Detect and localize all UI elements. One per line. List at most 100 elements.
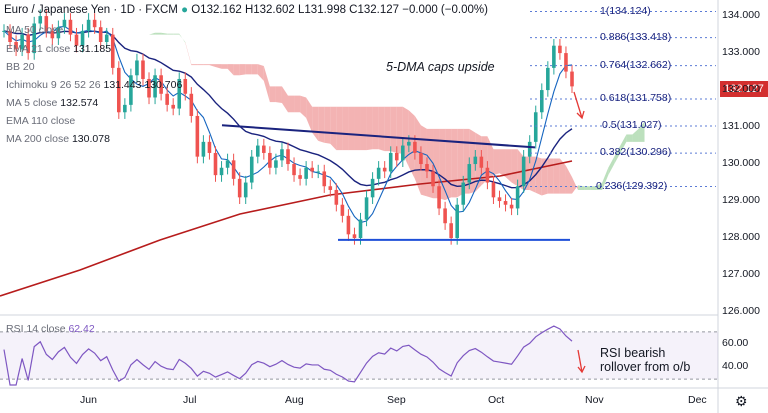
- fib-level-label: 0.5(131.027): [602, 119, 662, 132]
- ichimoku-cloud-segment: [275, 86, 282, 104]
- time-tick-label: Oct: [488, 394, 505, 406]
- candle-body: [50, 30, 55, 39]
- rsi-down-arrow-head-icon: [577, 365, 586, 374]
- fib-level-label: 1(134.124): [600, 4, 651, 17]
- candle-body: [497, 197, 502, 202]
- candle-body: [153, 75, 157, 98]
- overlay-bb[interactable]: BB 20: [6, 61, 35, 73]
- candle-body: [38, 16, 43, 24]
- ichimoku-cloud-segment: [475, 132, 482, 192]
- overlay-ma5[interactable]: MA 5 close 132.574: [6, 97, 99, 109]
- candle-body: [110, 34, 115, 68]
- ichimoku-cloud-segment: [149, 32, 156, 35]
- candle-body: [14, 41, 18, 50]
- candle-body: [268, 152, 272, 168]
- candle-body: [533, 112, 538, 142]
- candle-body: [413, 141, 417, 153]
- ichimoku-cloud-segment: [493, 149, 500, 176]
- candle-body: [382, 167, 387, 172]
- overlay-ema21[interactable]: EMA 21 close 131.185: [6, 43, 112, 55]
- candle-body: [92, 19, 97, 28]
- overlay-ma200[interactable]: MA 200 close 130.078: [6, 133, 110, 145]
- candle-body: [358, 219, 363, 239]
- ichimoku-cloud-segment: [263, 66, 270, 103]
- ichimoku-cloud-segment: [511, 149, 518, 187]
- candle-body: [515, 186, 520, 209]
- rsi-down-arrow-icon: [577, 349, 583, 373]
- ichimoku-cloud-segment: [390, 106, 397, 153]
- candle-body: [213, 152, 218, 176]
- ichimoku-cloud-segment: [155, 32, 162, 35]
- ichimoku-cloud-segment: [191, 64, 198, 66]
- rsi-line: [3, 325, 573, 386]
- fib-level-label: 0.236(129.392): [596, 179, 668, 192]
- candle-body: [443, 208, 447, 224]
- price-tick-label: 129.000: [722, 194, 760, 207]
- ichimoku-cloud-segment: [366, 106, 373, 151]
- annotation-rsi: RSI bearish rollover from o/b: [600, 346, 691, 374]
- candle-body: [129, 75, 133, 105]
- overlay-ema110[interactable]: EMA 110 close: [6, 115, 76, 127]
- down-arrow-head-icon: [576, 110, 585, 120]
- candle-body: [388, 152, 393, 172]
- candle-body: [147, 78, 151, 98]
- candle-body: [419, 152, 423, 165]
- ichimoku-cloud-segment: [372, 106, 379, 150]
- fib-level-label: 0.764(132.662): [600, 58, 672, 71]
- candle-body: [104, 34, 109, 42]
- candle-body: [123, 104, 127, 113]
- candle-body: [56, 27, 61, 39]
- candle-body: [98, 27, 103, 42]
- ichimoku-cloud-segment: [632, 128, 639, 142]
- ichimoku-cloud-segment: [638, 121, 645, 142]
- ichimoku-cloud-segment: [294, 95, 301, 113]
- ichimoku-cloud-segment: [565, 165, 572, 194]
- candle-body: [491, 182, 496, 198]
- candle-body: [195, 115, 200, 157]
- candle-body: [473, 156, 478, 165]
- candle-body: [401, 145, 405, 161]
- rsi-tick-label: 60.00: [722, 336, 749, 349]
- market-status-icon: ●: [181, 4, 192, 16]
- time-tick-label: Sep: [387, 394, 406, 406]
- candle-body: [407, 141, 411, 146]
- candle-body: [44, 16, 49, 31]
- candle-body: [437, 186, 441, 209]
- overlay-ma50[interactable]: MA 50 close: [6, 24, 64, 36]
- ichimoku-cloud-segment: [535, 156, 542, 196]
- fib-level-label: 0.382(130.296): [600, 146, 672, 159]
- ichimoku-cloud-segment: [221, 64, 228, 69]
- overlay-ichimoku[interactable]: Ichimoku 9 26 52 26 131.443 130.706: [6, 79, 183, 91]
- gear-icon[interactable]: ⚙: [735, 393, 748, 409]
- time-tick-label: Jun: [80, 394, 97, 406]
- ichimoku-cloud-segment: [602, 167, 609, 190]
- fib-level-label: 0.618(131.758): [600, 92, 672, 105]
- ichimoku-cloud-segment: [360, 106, 367, 151]
- ichimoku-cloud-segment: [203, 64, 210, 66]
- ichimoku-cloud-segment: [559, 158, 566, 194]
- candle-body: [431, 171, 435, 187]
- candle-body: [558, 45, 562, 54]
- candle-body: [141, 60, 145, 79]
- ichimoku-cloud-segment: [378, 106, 385, 152]
- ichimoku-cloud-segment: [330, 106, 337, 151]
- ichimoku-cloud-segment: [173, 33, 180, 35]
- candle-body: [322, 171, 327, 187]
- candle-body: [485, 167, 490, 183]
- candle-body: [249, 156, 254, 183]
- ichimoku-cloud-segment: [227, 64, 234, 76]
- ichimoku-cloud-segment: [239, 64, 246, 76]
- candle-body: [68, 19, 73, 35]
- ichimoku-cloud-segment: [312, 106, 319, 141]
- candle-body: [527, 141, 532, 157]
- ohlc-readout: O132.162 H132.602 L131.998 C132.127 −0.0…: [191, 4, 488, 16]
- ichimoku-cloud-segment: [288, 95, 295, 113]
- ichimoku-cloud-segment: [614, 145, 621, 165]
- symbol-title[interactable]: Euro / Japanese Yen · 1D · FXCM: [4, 4, 178, 16]
- ichimoku-cloud-segment: [414, 115, 421, 195]
- ichimoku-cloud-segment: [553, 158, 560, 194]
- candle-body: [274, 160, 278, 168]
- rsi-label[interactable]: RSI 14 close 62.42: [6, 323, 95, 335]
- candle-body: [237, 178, 242, 198]
- ichimoku-cloud-segment: [324, 106, 331, 144]
